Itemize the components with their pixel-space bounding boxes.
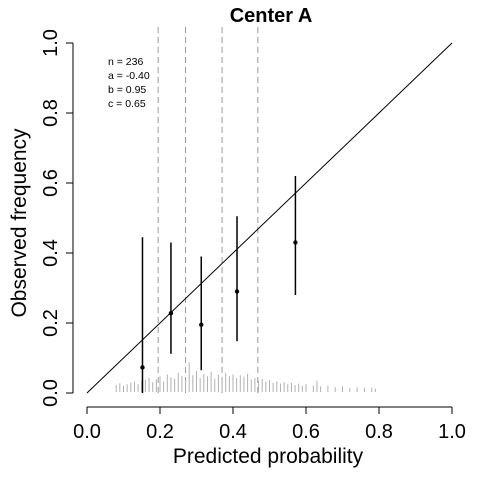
x-tick-label: 0.0 — [73, 421, 101, 443]
group-estimates — [140, 176, 298, 393]
group-cutpoint-lines — [157, 27, 259, 393]
y-tick-label: 0.0 — [40, 379, 62, 407]
x-tick-label: 0.4 — [219, 421, 247, 443]
y-tick-label: 0.2 — [40, 309, 62, 337]
x-tick-label: 0.2 — [146, 421, 174, 443]
statistic-annotation: n = 236 — [108, 56, 143, 68]
group-point — [234, 289, 240, 294]
y-tick-label: 0.4 — [40, 239, 62, 267]
y-tick-label: 1.0 — [40, 29, 62, 57]
group-point — [140, 365, 145, 370]
statistic-annotation: c = 0.65 — [108, 98, 146, 110]
group-point — [199, 322, 204, 327]
y-tick-label: 0.6 — [40, 169, 62, 197]
prediction-rug — [115, 362, 376, 392]
ideal-calibration-line — [86, 42, 453, 394]
statistic-annotation: a = -0.40 — [108, 70, 150, 82]
x-axis-label: Predicted probability — [173, 445, 364, 468]
group-point — [168, 311, 174, 316]
x-tick-label: 0.8 — [365, 421, 393, 443]
group-point — [293, 240, 298, 245]
statistics-annotations: n = 236 a = -0.40 b = 0.95 c = 0.65 — [108, 56, 150, 110]
x-tick-label: 1.0 — [438, 421, 466, 443]
x-axis: 0.0 0.2 0.4 0.6 0.8 1.0 — [73, 406, 466, 443]
y-axis: 0.0 0.2 0.4 0.6 0.8 1.0 — [40, 29, 74, 407]
y-axis-label: Observed frequency — [8, 128, 31, 318]
x-tick-label: 0.6 — [292, 421, 320, 443]
statistic-annotation: b = 0.95 — [108, 84, 146, 96]
chart-title: Center A — [230, 5, 313, 27]
y-tick-label: 0.8 — [40, 99, 62, 127]
